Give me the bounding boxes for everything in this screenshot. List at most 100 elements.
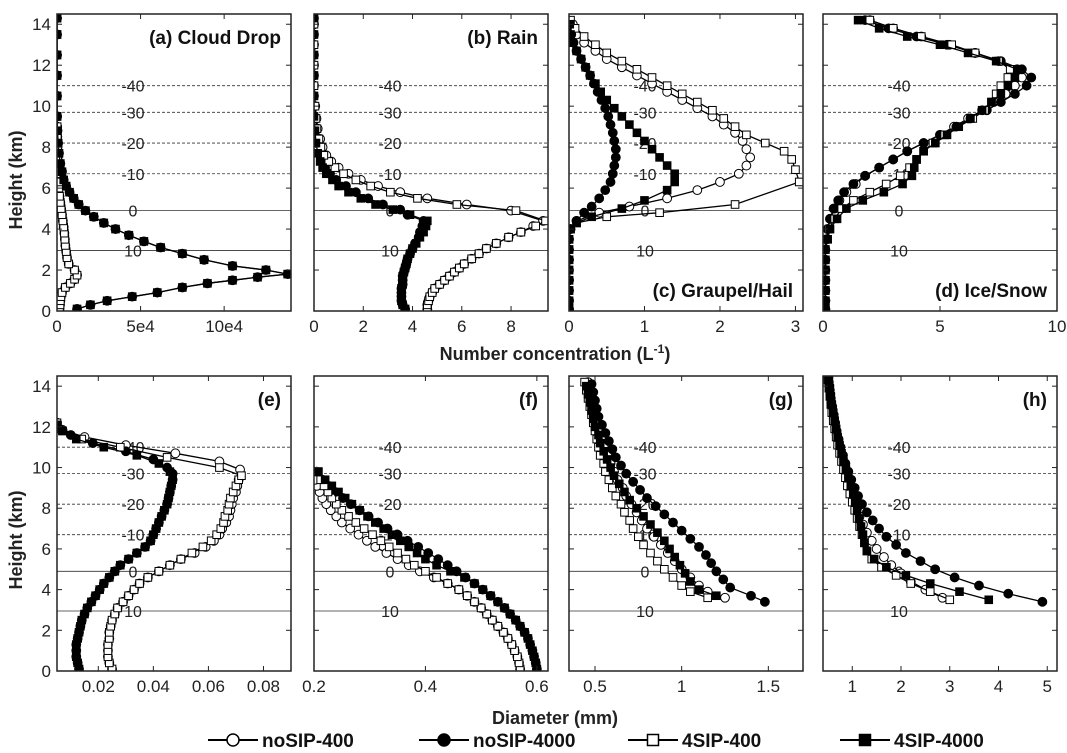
data-point-4SIP-4000 — [486, 591, 495, 601]
data-point-4SIP-400 — [324, 157, 334, 166]
series-group — [57, 417, 246, 671]
y-tick-label: 8 — [42, 499, 51, 518]
data-point-4SIP-4000 — [569, 30, 575, 39]
data-point-4SIP-4000 — [823, 245, 830, 254]
data-point-4SIP-400 — [531, 221, 540, 231]
data-point-4SIP-4000 — [670, 552, 680, 562]
data-point-4SIP-400 — [906, 579, 916, 588]
legend-item: noSIP-400 — [208, 731, 354, 752]
data-point-4SIP-4000 — [831, 424, 841, 434]
data-point-noSIP-400 — [741, 160, 752, 171]
data-point-4SIP-400 — [187, 548, 197, 558]
data-point-4SIP-4000 — [1012, 65, 1022, 74]
data-point-4SIP-4000 — [327, 481, 337, 491]
data-point-4SIP-4000 — [261, 265, 271, 275]
data-point-4SIP-4000 — [591, 79, 600, 88]
isotherm-label: -40 — [378, 79, 401, 96]
data-point-4SIP-4000 — [853, 15, 863, 25]
data-point-4SIP-4000 — [1010, 73, 1020, 82]
series-group — [823, 15, 1037, 311]
data-point-noSIP-4000 — [867, 515, 878, 526]
data-point-4SIP-400 — [401, 554, 411, 564]
x-axis-label-top: Number concentration (L-1) — [440, 342, 671, 364]
data-point-noSIP-4000 — [848, 179, 859, 189]
data-point-4SIP-400 — [491, 239, 501, 248]
data-point-noSIP-4000 — [579, 207, 589, 218]
data-point-4SIP-4000 — [854, 514, 864, 523]
isotherm-label: -30 — [121, 105, 144, 122]
data-point-4SIP-4000 — [912, 155, 921, 164]
data-point-4SIP-4000 — [823, 304, 830, 311]
data-point-4SIP-400 — [730, 122, 740, 131]
data-point-4SIP-400 — [176, 554, 186, 564]
data-point-4SIP-400 — [351, 175, 361, 185]
data-point-4SIP-400 — [503, 634, 513, 643]
data-point-noSIP-4000 — [881, 531, 892, 542]
data-point-noSIP-4000 — [609, 136, 620, 146]
data-point-4SIP-4000 — [874, 24, 884, 33]
data-point-4SIP-4000 — [370, 518, 380, 527]
data-point-4SIP-4000 — [59, 175, 68, 185]
data-point-noSIP-4000 — [861, 507, 872, 518]
data-point-noSIP-4000 — [828, 203, 839, 214]
data-point-4SIP-400 — [376, 536, 386, 546]
data-point-noSIP-4000 — [603, 436, 614, 447]
data-point-noSIP-4000 — [930, 564, 941, 575]
x-tick-label: 0.4 — [414, 677, 438, 696]
data-point-noSIP-400 — [720, 592, 730, 603]
data-point-4SIP-4000 — [168, 475, 177, 485]
data-point-4SIP-400 — [945, 595, 955, 605]
data-point-4SIP-400 — [118, 597, 128, 607]
isotherm-label: 0 — [641, 564, 650, 581]
data-point-4SIP-4000 — [675, 560, 685, 570]
data-point-4SIP-400 — [787, 155, 796, 164]
data-point-4SIP-400 — [493, 621, 503, 631]
x-tick-label: 2 — [715, 317, 724, 336]
data-point-4SIP-400 — [162, 453, 172, 462]
data-point-4SIP-4000 — [907, 171, 917, 181]
data-point-4SIP-400 — [794, 177, 803, 187]
y-tick-label: 10 — [32, 459, 51, 478]
data-point-4SIP-4000 — [665, 544, 674, 554]
data-point-4SIP-4000 — [823, 255, 830, 265]
data-point-4SIP-4000 — [919, 146, 928, 156]
data-point-4SIP-4000 — [154, 459, 164, 468]
data-point-4SIP-4000 — [72, 304, 82, 311]
x-tick-label: 0 — [818, 317, 827, 336]
series-line-4SIP-4000 — [824, 19, 1018, 309]
data-point-4SIP-4000 — [371, 200, 380, 209]
data-point-4SIP-400 — [703, 593, 712, 603]
isotherm-label: 10 — [124, 244, 142, 261]
data-point-4SIP-4000 — [609, 471, 619, 480]
isotherm-label: -10 — [121, 528, 144, 545]
panel-title: (c) Graupel/Hail — [653, 281, 793, 302]
data-point-4SIP-400 — [602, 212, 612, 222]
axes-frame — [56, 13, 292, 312]
data-point-4SIP-4000 — [977, 105, 987, 115]
data-point-4SIP-400 — [198, 542, 208, 552]
data-point-4SIP-400 — [881, 179, 891, 189]
data-point-4SIP-4000 — [446, 567, 455, 576]
data-point-4SIP-4000 — [156, 243, 165, 252]
x-tick-label: 2 — [359, 317, 368, 336]
legend-item: 4SIP-400 — [628, 731, 761, 752]
data-point-4SIP-4000 — [328, 175, 337, 185]
isotherm-label: 10 — [636, 604, 654, 621]
series-line-noSIP-400 — [314, 24, 545, 309]
x-tick-label: 2 — [896, 677, 905, 696]
data-point-4SIP-4000 — [334, 181, 343, 191]
data-point-4SIP-4000 — [594, 430, 603, 440]
isotherm-label: -20 — [121, 497, 144, 514]
isotherm-label: 10 — [381, 604, 399, 621]
data-point-4SIP-4000 — [670, 169, 679, 179]
data-point-4SIP-400 — [634, 532, 643, 542]
x-tick-label: 1 — [848, 677, 857, 696]
x-tick-label: 5 — [1043, 677, 1052, 696]
y-tick-label: 2 — [42, 261, 51, 280]
data-point-4SIP-400 — [591, 40, 600, 50]
data-point-4SIP-400 — [686, 587, 695, 596]
axes-frame — [568, 375, 804, 672]
data-point-4SIP-4000 — [314, 148, 322, 158]
data-point-4SIP-4000 — [653, 528, 662, 537]
panel-title: (a) Cloud Drop — [149, 28, 281, 49]
